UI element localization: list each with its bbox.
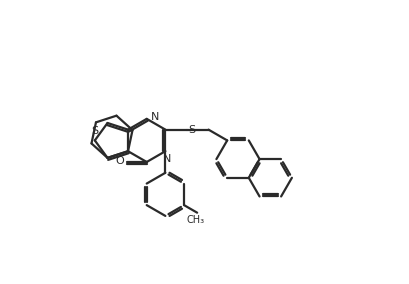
Text: O: O <box>116 156 124 166</box>
Text: N: N <box>163 154 171 164</box>
Text: N: N <box>151 112 159 122</box>
Text: S: S <box>189 125 196 135</box>
Text: CH₃: CH₃ <box>187 215 204 225</box>
Text: S: S <box>91 126 99 136</box>
